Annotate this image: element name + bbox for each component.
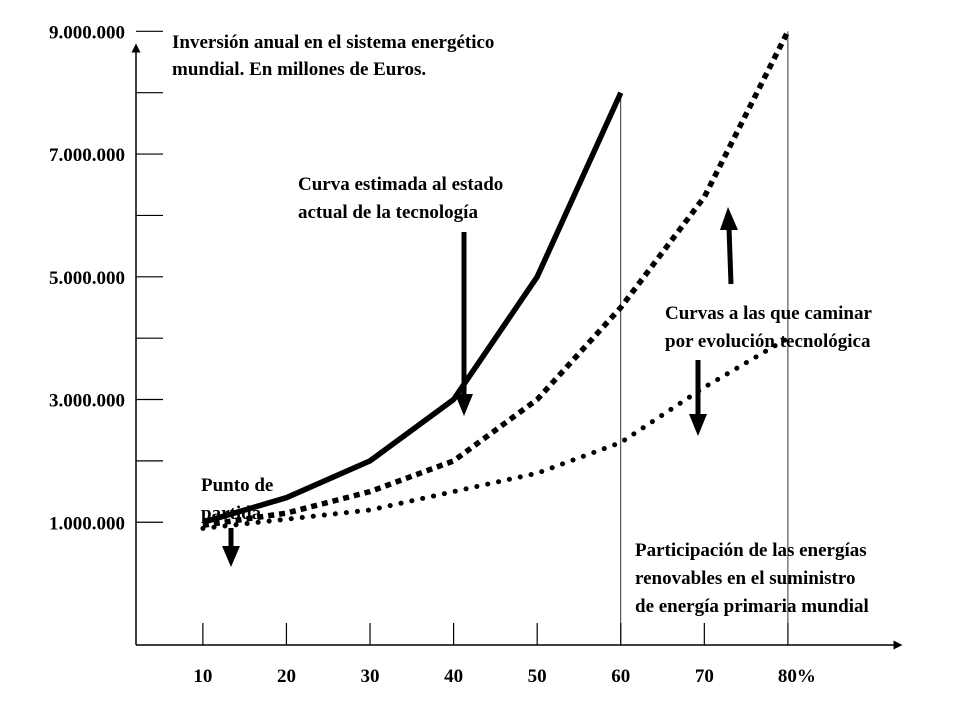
y-tick-label: 5.000.000: [49, 268, 125, 289]
x-tick-label: 30: [361, 666, 380, 687]
y-tick-label: 3.000.000: [49, 391, 125, 412]
y-ticks: 1.000.000 3.000.000 5.000.000 7.000.000 9.00…: [49, 22, 163, 534]
x-ticks: 10 20 30 40 50 60 70 80%: [193, 623, 816, 687]
x-tick-label: 20: [277, 666, 296, 687]
annotation-start-point-line-1: Punto de: [201, 475, 273, 496]
annotation-evolution-curves-line-2: por evolución tecnológica: [665, 331, 871, 352]
series-layer: [200, 30, 791, 531]
series-line-dotted: [200, 335, 791, 531]
x-tick-label: 80%: [778, 666, 816, 687]
arrow-down-estimated-icon: [455, 232, 473, 416]
x-tick-label: 60: [611, 666, 630, 687]
annotation-evolution-curves: Curvas a las que caminar por evolución t…: [665, 303, 876, 352]
chart-title-line-2: mundial. En millones de Euros.: [172, 59, 426, 80]
series-line-dashed: [202, 30, 791, 529]
x-axis-label-line-1: Participación de las energías: [635, 540, 867, 561]
x-tick-label: 10: [193, 666, 212, 687]
arrow-up-evolution-icon: [720, 207, 738, 285]
x-axis-label-line-3: de energía primaria mundial: [635, 596, 869, 617]
annotation-estimated-curve-line-1: Curva estimada al estado: [298, 174, 503, 195]
annotation-estimated-curve: Curva estimada al estado actual de la te…: [298, 174, 508, 223]
annotation-start-point: Punto de partida: [201, 475, 278, 524]
x-tick-label: 70: [695, 666, 714, 687]
chart-title: Inversión anual en el sistema energético…: [172, 32, 499, 80]
annotation-estimated-curve-line-2: actual de la tecnología: [298, 202, 478, 223]
arrow-down-evolution-icon: [689, 360, 707, 436]
reference-lines: [620, 31, 789, 645]
annotation-evolution-curves-line-1: Curvas a las que caminar: [665, 303, 872, 324]
y-tick-label: 9.000.000: [49, 22, 125, 43]
arrow-down-start-icon: [222, 528, 240, 567]
annotation-start-point-line-2: partida: [201, 503, 262, 524]
x-tick-label: 50: [528, 666, 547, 687]
y-tick-label: 1.000.000: [49, 513, 125, 534]
chart-title-line-1: Inversión anual en el sistema energético: [172, 32, 494, 53]
y-tick-label: 7.000.000: [49, 145, 125, 166]
x-axis-label-line-2: renovables en el suministro: [635, 568, 855, 589]
x-axis-label: Participación de las energías renovables…: [635, 540, 871, 617]
x-tick-label: 40: [444, 666, 463, 687]
series-line-solid: [202, 91, 624, 525]
